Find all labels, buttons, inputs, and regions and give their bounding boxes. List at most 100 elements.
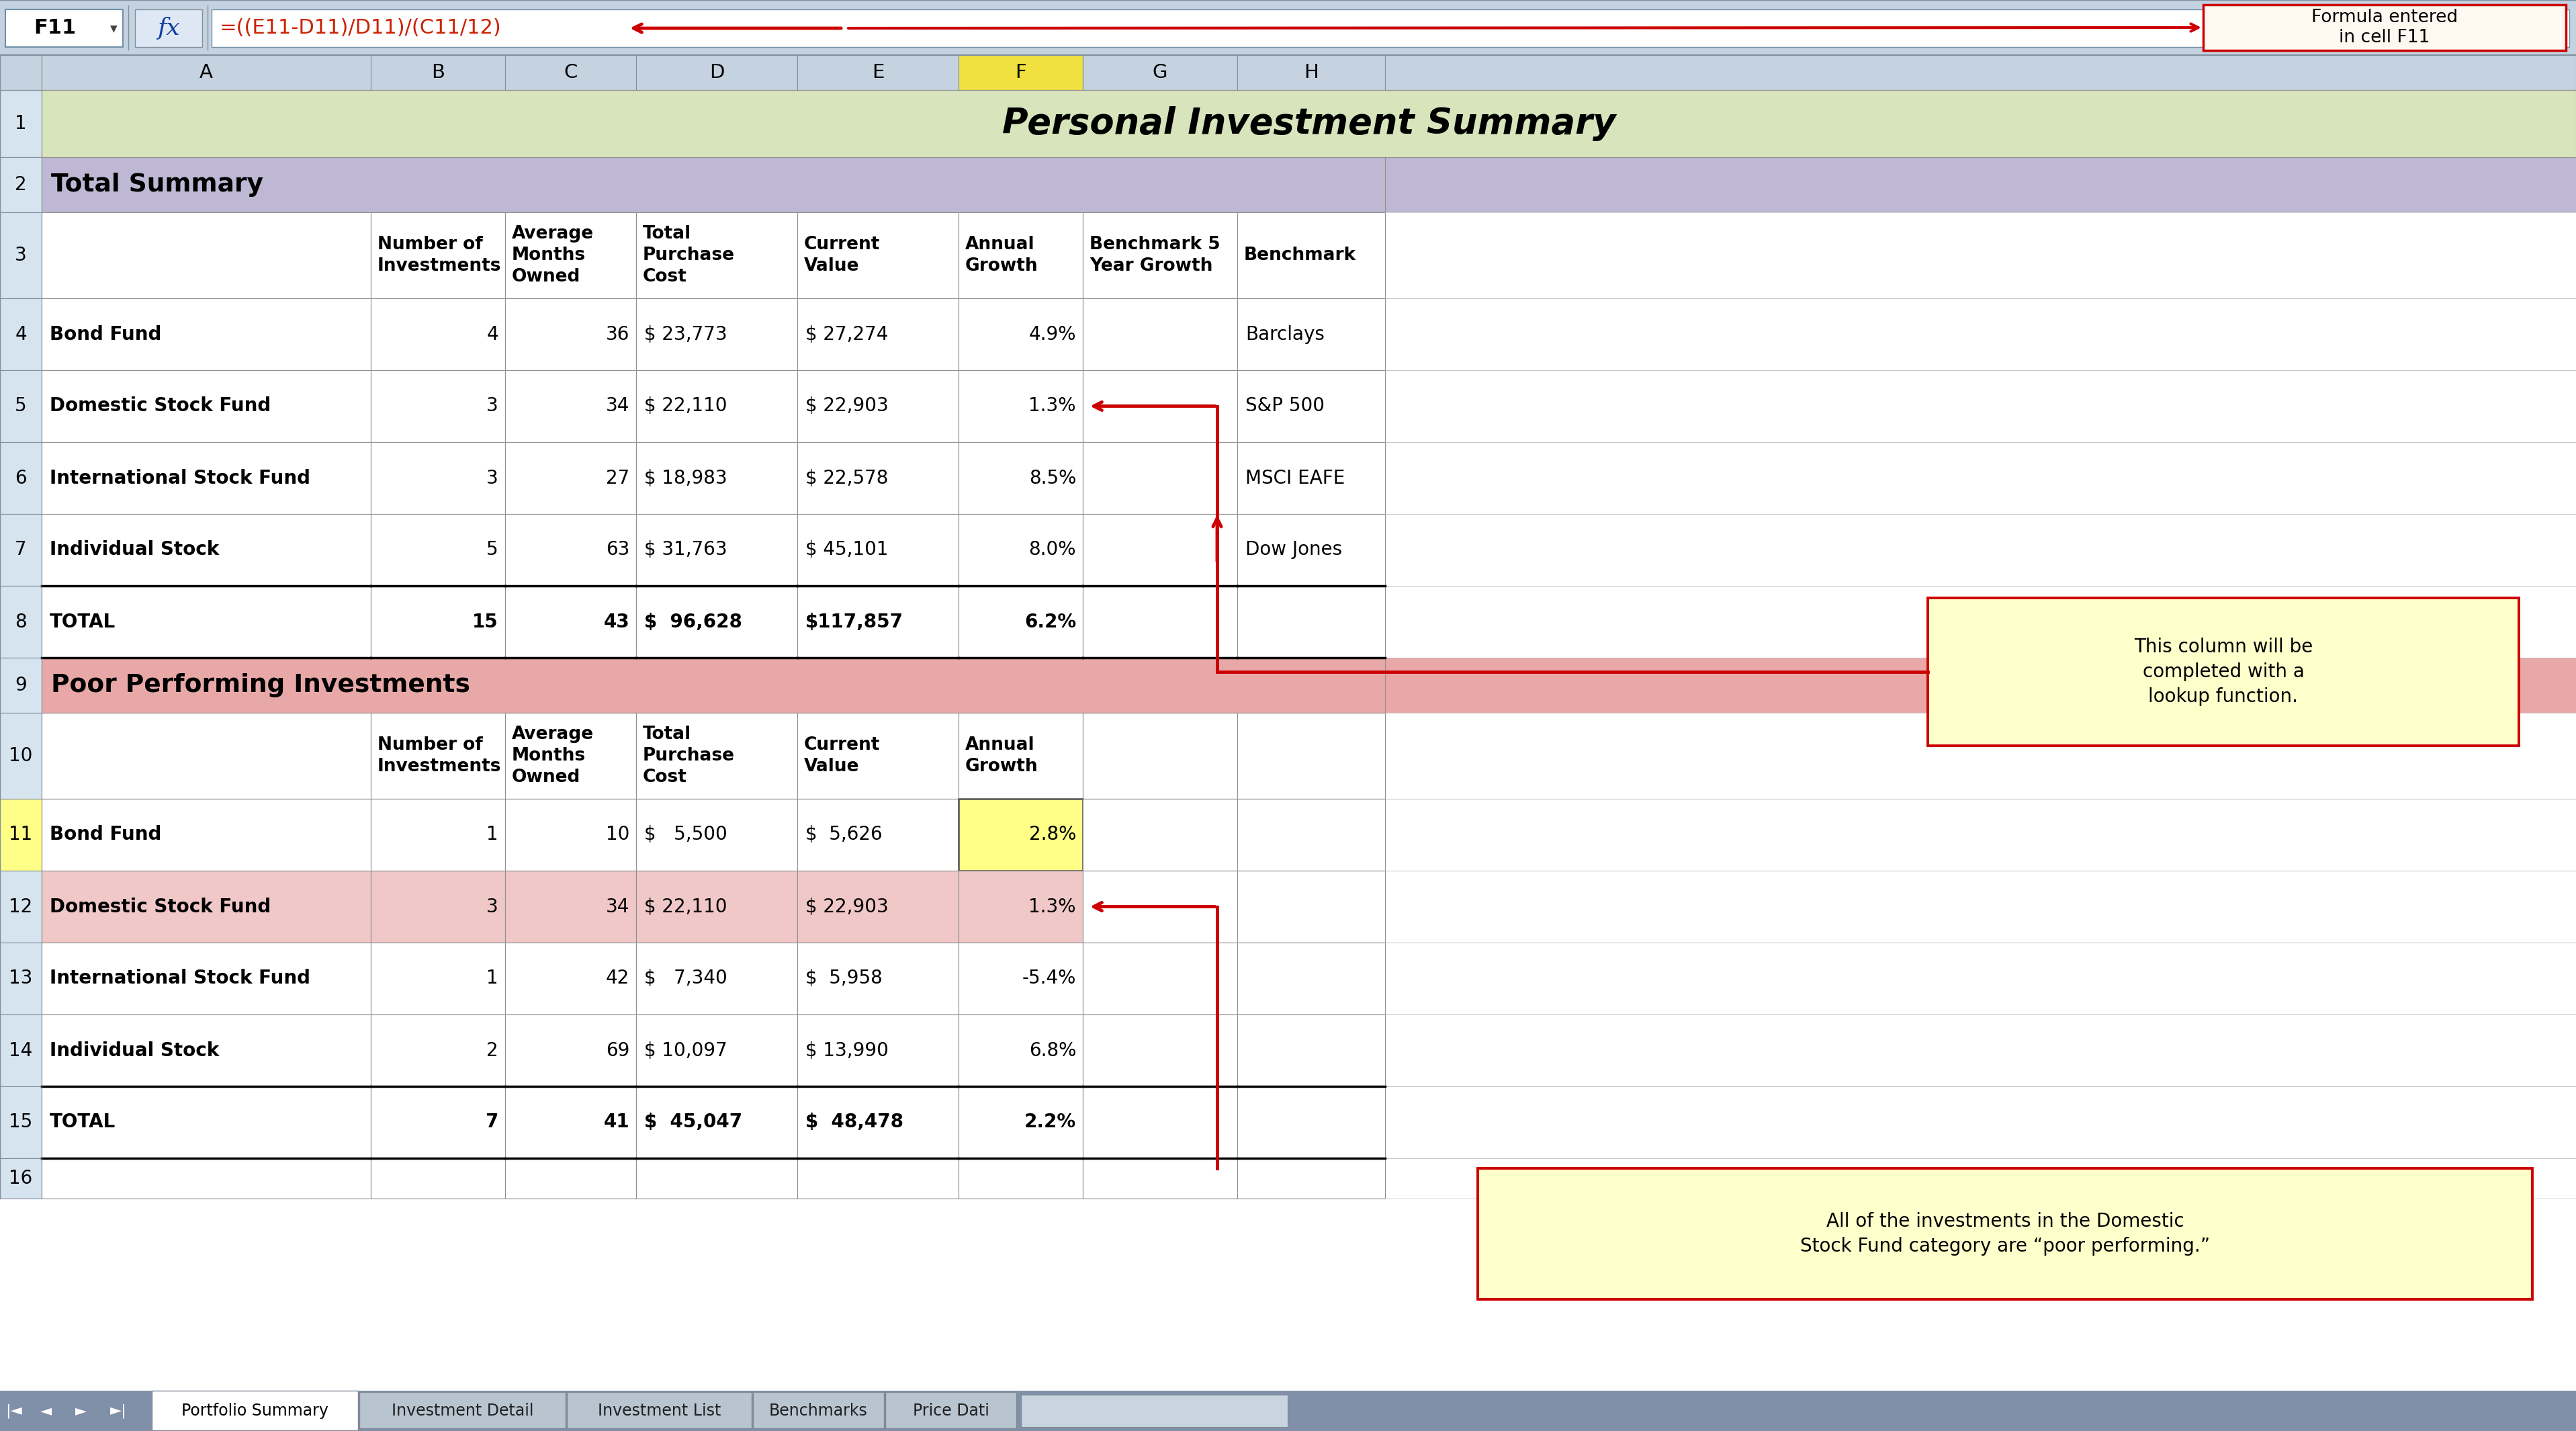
Text: 4: 4 [487, 325, 497, 343]
Text: 6: 6 [15, 468, 26, 488]
Text: 3: 3 [15, 246, 26, 265]
Bar [1386, 1015, 2576, 1086]
Bar [505, 442, 636, 514]
Bar [0, 442, 41, 514]
Bar [1082, 870, 1236, 943]
Text: 3: 3 [487, 897, 497, 916]
Bar [799, 442, 958, 514]
Bar [41, 713, 371, 798]
Bar [799, 870, 958, 943]
Text: Average
Months
Owned: Average Months Owned [513, 225, 595, 286]
Bar [505, 798, 636, 870]
Bar [1236, 585, 1386, 658]
Bar [371, 212, 505, 298]
Bar [1082, 514, 1236, 585]
Bar [371, 371, 505, 442]
Bar [799, 1015, 958, 1086]
Bar [958, 1158, 1082, 1199]
Bar [799, 585, 958, 658]
Text: $ 22,578: $ 22,578 [806, 468, 889, 488]
Bar [0, 90, 41, 157]
Text: 1.3%: 1.3% [1028, 897, 1077, 916]
Text: $ 27,274: $ 27,274 [806, 325, 889, 343]
Bar [1082, 713, 1236, 798]
Text: Benchmark: Benchmark [1244, 246, 1355, 265]
Text: Benchmark 5
Year Growth: Benchmark 5 Year Growth [1090, 236, 1221, 275]
Bar [1082, 298, 1236, 371]
Bar [0, 1158, 41, 1199]
Text: =((E11-D11)/D11)/(C11/12): =((E11-D11)/D11)/(C11/12) [219, 19, 502, 39]
Bar [1386, 514, 2576, 585]
Text: $ 13,990: $ 13,990 [806, 1040, 889, 1060]
Bar [41, 798, 371, 870]
Text: 63: 63 [605, 541, 629, 560]
Bar [886, 1392, 1018, 1428]
Bar [0, 585, 41, 658]
Text: ▼: ▼ [111, 23, 116, 33]
Bar [371, 713, 505, 798]
Text: $  5,626: $ 5,626 [806, 826, 884, 844]
Text: 13: 13 [8, 969, 33, 987]
Bar [958, 371, 1082, 442]
Bar [41, 298, 371, 371]
Bar [636, 514, 799, 585]
Bar [799, 798, 958, 870]
Text: 41: 41 [603, 1113, 629, 1132]
Bar [636, 371, 799, 442]
Bar [1082, 442, 1236, 514]
Text: 10: 10 [8, 747, 33, 766]
Bar [636, 54, 799, 90]
Bar [0, 943, 41, 1015]
Bar [505, 1086, 636, 1158]
Bar [636, 298, 799, 371]
Text: Number of
Investments: Number of Investments [379, 737, 502, 776]
Text: 6.8%: 6.8% [1028, 1040, 1077, 1060]
Bar [1236, 54, 1386, 90]
Text: 10: 10 [605, 826, 629, 844]
Bar [505, 1158, 636, 1199]
Bar [958, 514, 1082, 585]
Text: $  96,628: $ 96,628 [644, 612, 742, 631]
Bar [505, 585, 636, 658]
Bar [799, 371, 958, 442]
Text: H: H [1303, 63, 1319, 82]
Bar [41, 442, 371, 514]
Text: 3: 3 [487, 468, 497, 488]
Text: 5: 5 [15, 396, 26, 415]
Text: 3: 3 [487, 396, 497, 415]
Bar [0, 713, 41, 798]
Bar [1082, 212, 1236, 298]
Bar [636, 212, 799, 298]
Text: 12: 12 [8, 897, 33, 916]
Bar [1386, 713, 2576, 798]
Text: S&P 500: S&P 500 [1244, 396, 1324, 415]
Bar [1386, 658, 2576, 713]
Text: ►|: ►| [111, 1404, 126, 1418]
Bar [799, 212, 958, 298]
Text: $ 45,101: $ 45,101 [806, 541, 889, 560]
Bar [799, 1086, 958, 1158]
Text: C: C [564, 63, 577, 82]
Bar [799, 514, 958, 585]
Text: This column will be
completed with a
lookup function.: This column will be completed with a loo… [2133, 638, 2313, 705]
Text: |◄: |◄ [5, 1404, 23, 1418]
Text: Personal Investment Summary: Personal Investment Summary [1002, 106, 1615, 142]
Text: 43: 43 [603, 612, 629, 631]
Bar [41, 514, 371, 585]
Text: 15: 15 [8, 1113, 33, 1132]
Text: Bond Fund: Bond Fund [49, 325, 162, 343]
Text: 34: 34 [605, 396, 629, 415]
Bar [211, 10, 2568, 47]
Text: Benchmarks: Benchmarks [770, 1402, 868, 1420]
Text: $  48,478: $ 48,478 [806, 1113, 904, 1132]
Bar [958, 212, 1082, 298]
Text: Portfolio Summary: Portfolio Summary [180, 1402, 327, 1420]
Bar [0, 54, 41, 90]
Bar [1386, 442, 2576, 514]
Text: A: A [198, 63, 214, 82]
Bar [1082, 54, 1236, 90]
Bar [1236, 713, 1386, 798]
Text: -5.4%: -5.4% [1023, 969, 1077, 987]
Text: 7: 7 [484, 1113, 497, 1132]
Text: Poor Performing Investments: Poor Performing Investments [52, 673, 469, 697]
